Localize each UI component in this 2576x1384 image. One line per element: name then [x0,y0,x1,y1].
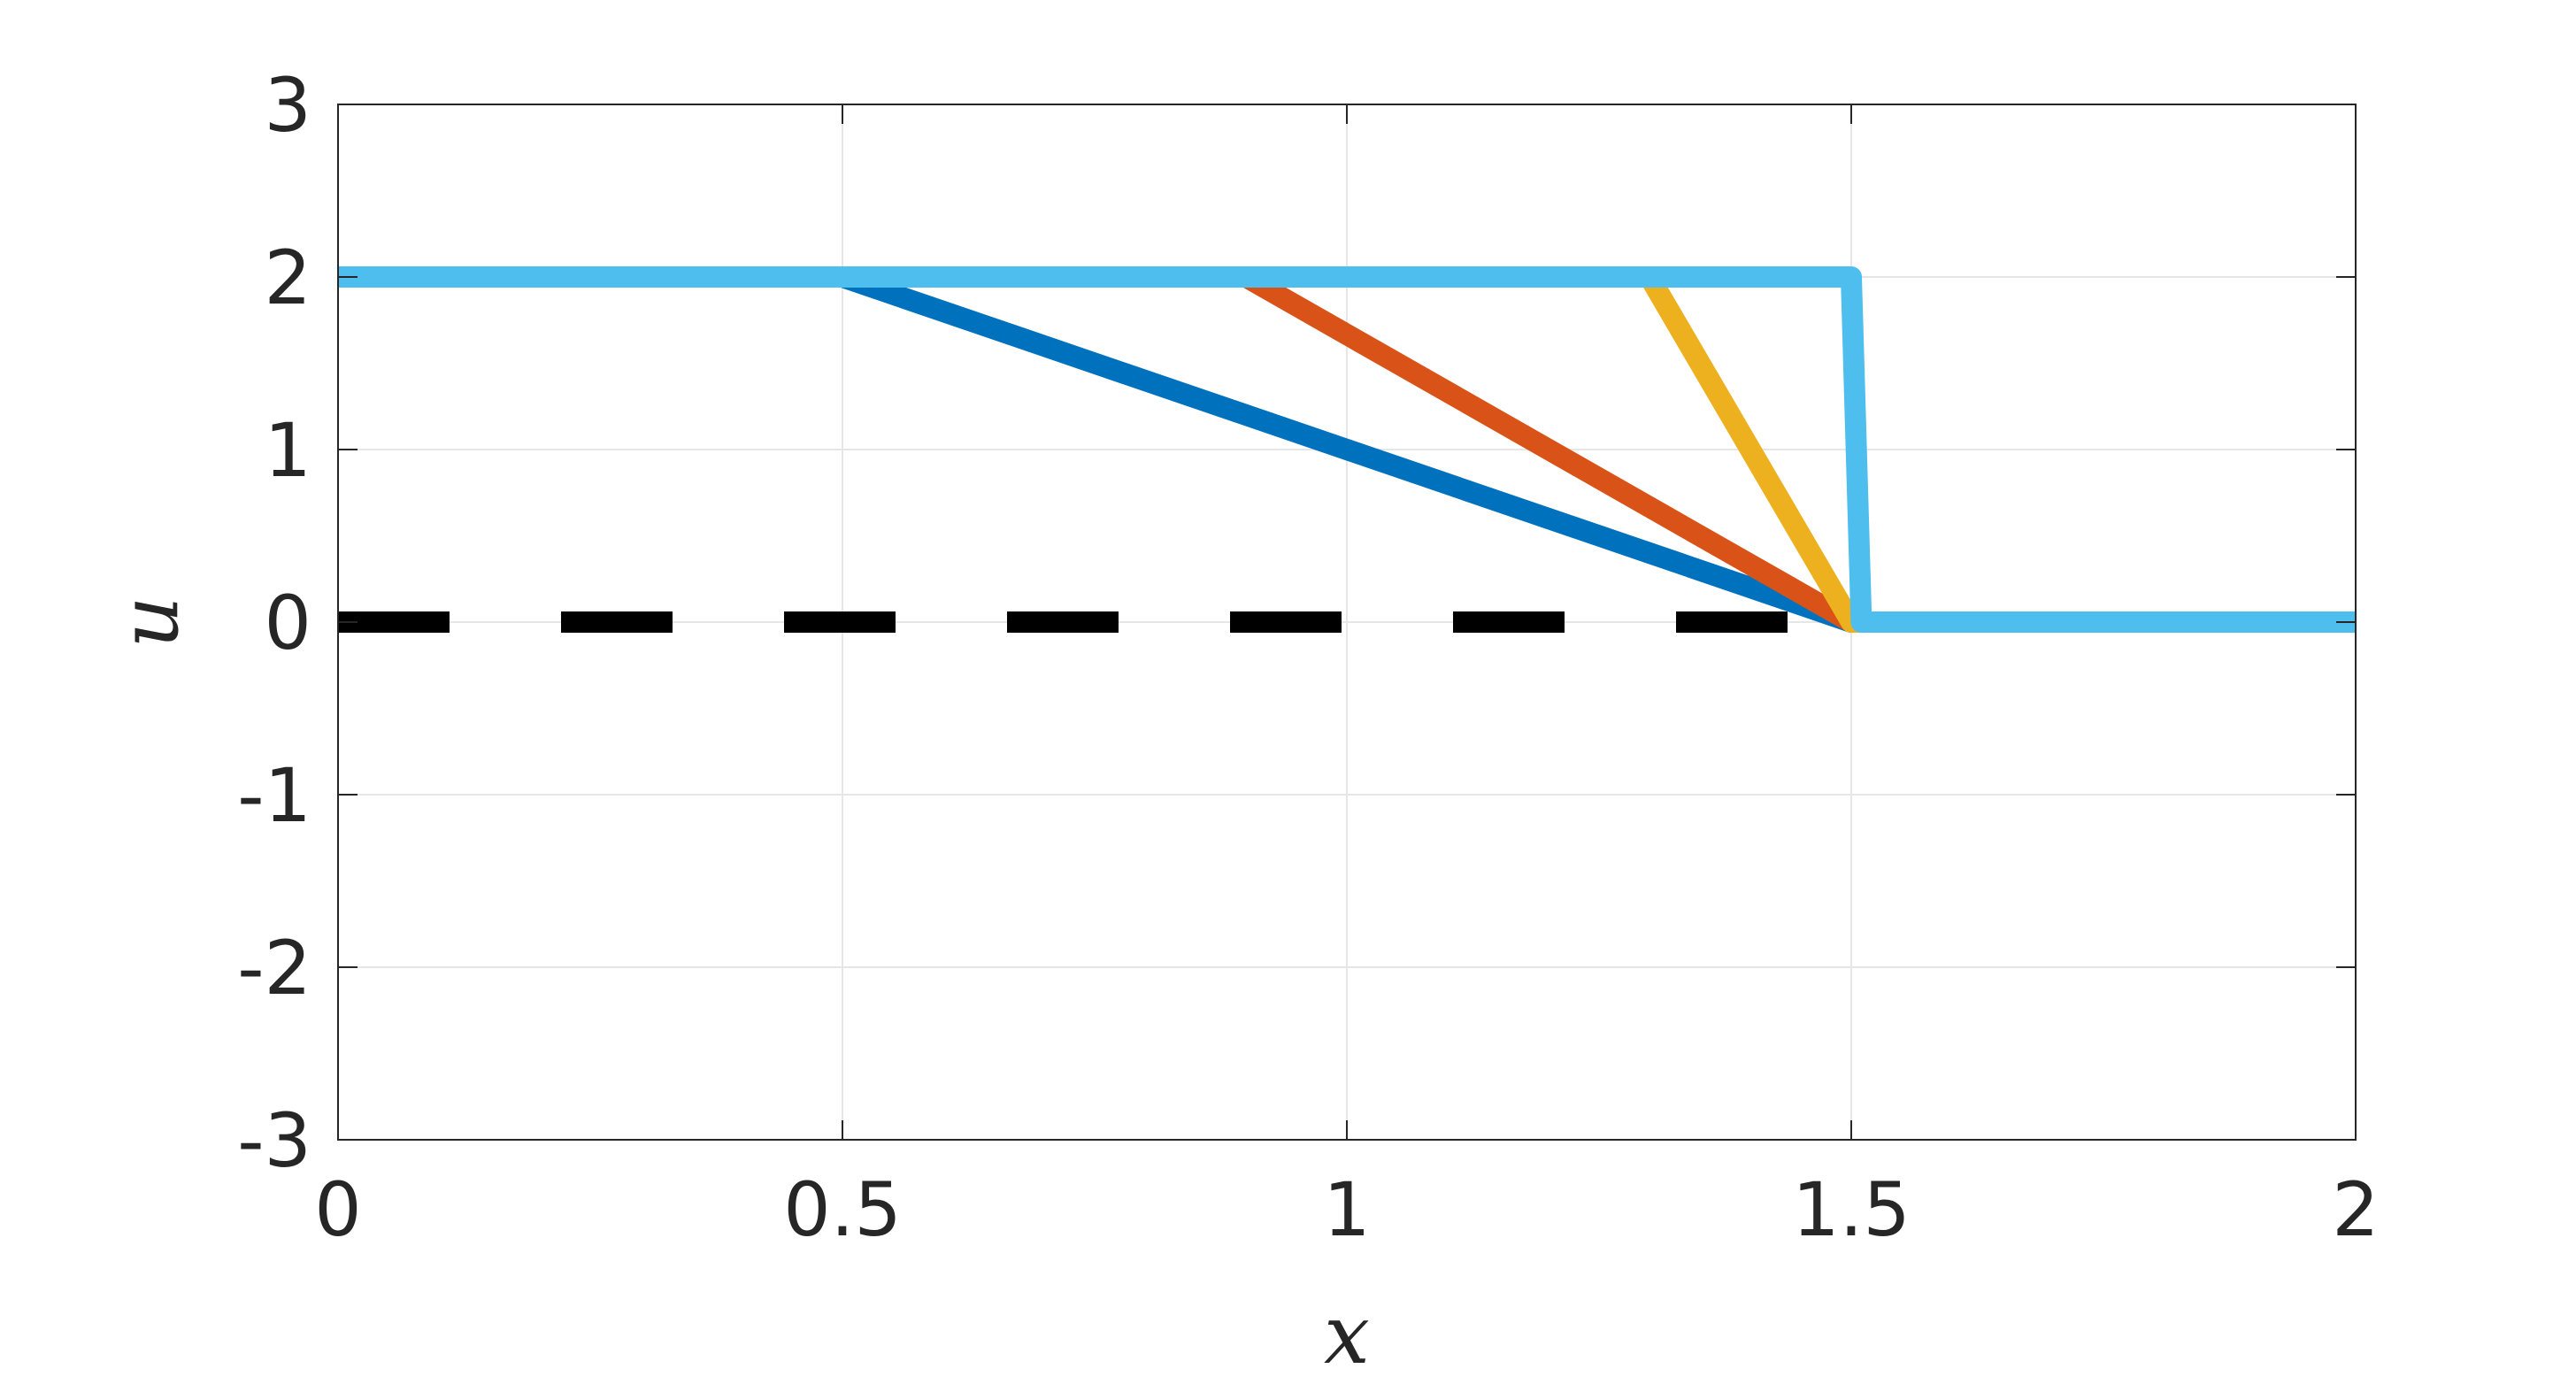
y-tick-label: 1 [265,407,311,494]
y-tick-label: -3 [237,1097,311,1184]
x-tick-label: 0 [314,1166,361,1253]
y-tick-label: 0 [265,580,311,666]
y-axis-label: u [102,596,196,648]
x-tick-label: 1 [1323,1166,1370,1253]
y-tick-label: 2 [265,235,311,321]
series-group [338,266,2356,633]
y-tick-label: -2 [237,925,311,1011]
series-line-5 [338,266,2356,633]
x-tick-label: 2 [2332,1166,2379,1253]
y-tick-label: -1 [237,752,311,839]
x-axis-label: x [1324,1288,1370,1382]
ticks: 0 0.5 1 1.5 2 -3 -2 -1 0 1 2 3 [237,62,2379,1253]
x-tick-label: 1.5 [1792,1166,1911,1253]
x-tick-label: 0.5 [783,1166,902,1253]
y-tick-label: 3 [265,62,311,149]
